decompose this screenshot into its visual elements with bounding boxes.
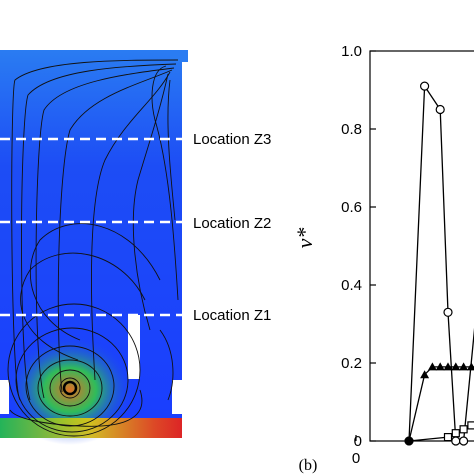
plot-frame <box>369 50 474 442</box>
y-tick-label: 0 <box>354 433 362 450</box>
data-point <box>451 436 461 446</box>
data-point <box>435 362 445 371</box>
data-point <box>443 362 453 371</box>
flow-field-panel: Location Z3 Location Z2 Location Z1 <box>0 50 271 445</box>
data-point <box>459 436 469 446</box>
data-point <box>466 362 474 371</box>
data-point <box>420 370 430 379</box>
data-point <box>467 421 474 430</box>
data-point <box>443 433 453 442</box>
data-point <box>459 425 468 434</box>
data-point <box>451 362 461 371</box>
data-point <box>404 436 414 446</box>
y-axis-label: v* <box>292 228 317 249</box>
bottom-right-block <box>172 380 182 414</box>
location-z1-label: Location Z1 <box>193 307 271 324</box>
top-opening <box>170 50 188 62</box>
y-tick-label: 0.2 <box>341 355 362 372</box>
location-z2-label: Location Z2 <box>193 215 271 232</box>
x-tick-label: 0 <box>352 450 360 467</box>
data-point <box>420 81 430 91</box>
series-square <box>404 421 474 446</box>
series-circle <box>404 81 474 446</box>
panel-b-caption: (b) <box>299 457 318 474</box>
location-z3-label: Location Z3 <box>193 131 271 148</box>
data-point <box>443 307 453 317</box>
series-line <box>408 84 474 442</box>
data-point <box>435 104 445 115</box>
y-tick-label: 0.6 <box>341 199 362 216</box>
y-tick-label: 0.8 <box>341 121 362 138</box>
vortex-heat-region <box>5 335 135 445</box>
x-axis-ticks: 00.2 <box>352 435 360 467</box>
series-layer <box>404 81 474 446</box>
data-point <box>451 429 460 438</box>
chart-panel: 00.20.40.60.81.0 00.2 v* (b) <box>292 43 474 474</box>
left-obstacle <box>128 315 140 379</box>
y-tick-label: 1.0 <box>341 43 362 60</box>
bottom-left-block <box>0 380 9 414</box>
vortex-core <box>62 380 78 396</box>
y-axis-ticks: 0 0.2 0.4 0.6 0.8 1.0 <box>341 43 376 450</box>
y-tick-label: 0.4 <box>341 277 362 294</box>
data-point <box>459 362 469 371</box>
data-point <box>427 362 437 371</box>
